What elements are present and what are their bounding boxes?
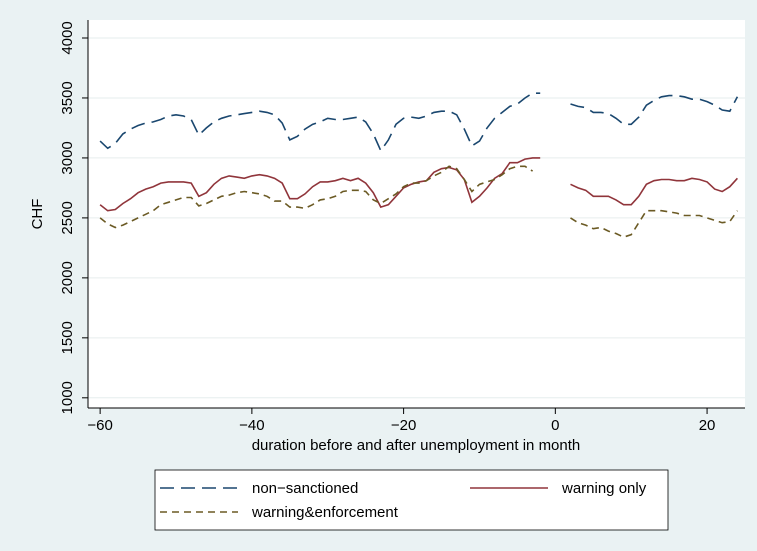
x-tick-label: 0: [551, 417, 559, 434]
x-tick-label: −60: [87, 417, 112, 434]
legend: [154, 469, 669, 531]
y-tick-label: 4000: [59, 21, 76, 54]
x-tick-label: −20: [391, 417, 416, 434]
series-line: [99, 165, 739, 238]
y-tick-label: 3500: [59, 81, 76, 114]
series-line: [99, 92, 739, 153]
y-tick-label: 2000: [59, 261, 76, 294]
y-tick-label: 3000: [59, 141, 76, 174]
plot-area: [88, 20, 745, 408]
x-axis-title: duration before and after unemployment i…: [252, 437, 581, 454]
y-tick-label: 2500: [59, 201, 76, 234]
y-tick-label: 1500: [59, 321, 76, 354]
series-line: [99, 157, 738, 212]
legend-label: warning&enforcement: [251, 504, 399, 521]
legend-label: warning only: [561, 480, 647, 497]
x-tick-label: −40: [239, 417, 264, 434]
y-tick-label: 1000: [59, 381, 76, 414]
legend-label: non−sanctioned: [252, 480, 358, 497]
y-axis-title: CHF: [29, 199, 46, 230]
x-tick-label: 20: [699, 417, 716, 434]
